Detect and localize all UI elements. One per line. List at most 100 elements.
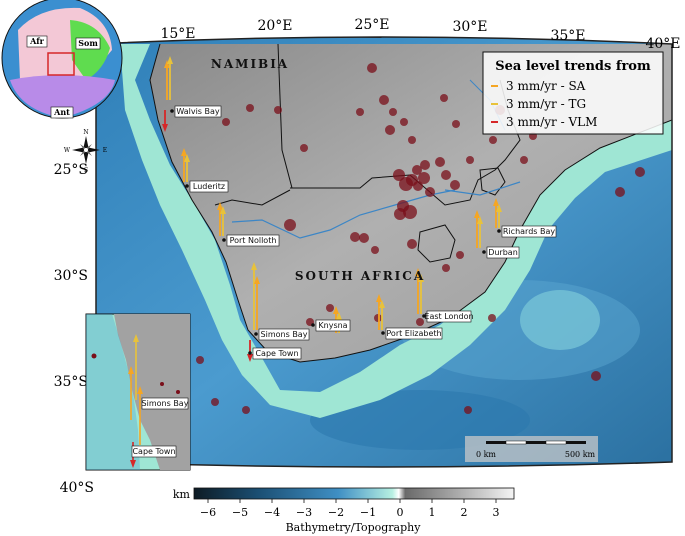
city-marker [311,323,315,327]
earthquake-marker [389,108,397,116]
colorbar-tick-label: −5 [232,506,248,519]
earthquake-marker [242,406,250,414]
city-marker [497,229,501,233]
lon-label: 15°E [160,26,195,42]
ocean-plateau [520,290,600,350]
earthquake-marker [394,208,406,220]
scale-bar: 0 km 500 km [465,436,598,462]
earthquake-marker [435,157,445,167]
lon-label: 30°E [452,19,487,35]
cape-inset: Simons Bay Cape Town [85,313,191,471]
tg-arrow-head [220,206,226,214]
earthquake-marker [300,144,308,152]
earthquake-marker [520,156,528,164]
city-marker [248,351,252,355]
city-label-box [174,105,222,118]
country-label-namibia: NAMIBIA [211,57,289,71]
earthquake-marker [274,106,282,114]
globe-inset: Afr Som Ant [1,0,123,119]
sa-arrow-head [333,306,339,314]
plate-label: Som [78,38,98,48]
earthquake-marker [412,165,422,175]
lat-label: 40°S [60,480,94,496]
city-label: Durban [488,248,518,257]
city-label-box [486,246,520,259]
city-label: Port Nolloth [230,236,277,245]
earthquake-marker [385,125,395,135]
scale-left-label: 0 km [476,450,496,459]
earthquake-marker [635,167,645,177]
earthquake-marker [442,264,450,272]
inset-city-label: Simons Bay [142,399,189,408]
city-label-box [426,310,472,323]
legend-item-vlm: 3 mm/yr - VLM [506,115,597,129]
earthquake-marker [488,314,496,322]
colorbar-tick-label: 2 [461,506,468,519]
earthquake-marker [440,94,448,102]
compass-n: N [83,129,88,136]
earthquake-marker [413,181,423,191]
plate-label: Ant [53,107,70,117]
compass-e: E [103,147,107,154]
earthquake-marker [403,205,417,219]
colorbar-tick-label: −3 [296,506,312,519]
city-marker [254,332,258,336]
city-marker [482,250,486,254]
city-label-box [385,327,443,340]
tg-arrow-head [379,300,385,308]
city-marker [381,331,385,335]
legend: Sea level trends from 3 mm/yr - SA 3 mm/… [482,51,664,135]
earthquake-marker [367,63,377,73]
colorbar-tick-label: −2 [328,506,344,519]
sa-arrow-head [415,268,421,276]
earthquake-marker [420,160,430,170]
lon-label: 20°E [257,18,292,34]
city-label-box [258,328,310,341]
sa-arrow-head [493,198,499,206]
sa-arrow-head [376,294,382,302]
colorbar-tick-label: −6 [200,506,216,519]
lat-label: 30°S [54,268,88,284]
vlm-arrow-head [247,354,253,362]
compass-w: W [64,147,71,154]
plate-label: Afr [29,36,45,46]
earthquake-marker [441,170,451,180]
tg-arrow-head [496,204,502,212]
earthquake-marker [407,239,417,249]
tg-arrow-head [418,274,424,282]
earthquake-marker [374,314,382,322]
earthquake-marker [591,371,601,381]
earthquake-marker [356,108,364,116]
earthquake-marker [464,406,472,414]
city-label-box [189,180,229,193]
tg-arrow-head [336,312,342,320]
colorbar-ticks: −6 −5 −4 −3 −2 −1 0 1 2 3 [200,499,500,519]
coastline [149,43,672,363]
river [231,189,456,239]
city-label: Simons Bay [261,330,308,339]
map-frame [95,36,673,468]
north-arrow-icon: N S E W [64,129,107,174]
border-line [277,43,293,189]
city-label: East London [424,312,473,321]
country-label-south-africa: SOUTH AFRICA [295,269,425,283]
legend-item-sa: 3 mm/yr - SA [506,79,586,93]
earthquake-marker [379,95,389,105]
vlm-arrow-head [162,124,168,132]
sa-arrow-head [474,210,480,218]
earthquake-marker [452,120,460,128]
earthquake-marker [350,232,360,242]
tg-arrow-head [184,154,190,162]
earthquake-marker [246,104,254,112]
city-marker [170,109,174,113]
sa-arrow-head [181,148,187,156]
tg-arrow-head [251,262,257,270]
inset-city-label: Cape Town [132,447,175,456]
lesotho-border [417,224,456,263]
border-line [214,189,291,206]
earthquake-marker [466,156,474,164]
earthquake-marker [326,304,334,312]
earthquake-marker [456,251,464,259]
earthquake-marker [284,219,296,231]
